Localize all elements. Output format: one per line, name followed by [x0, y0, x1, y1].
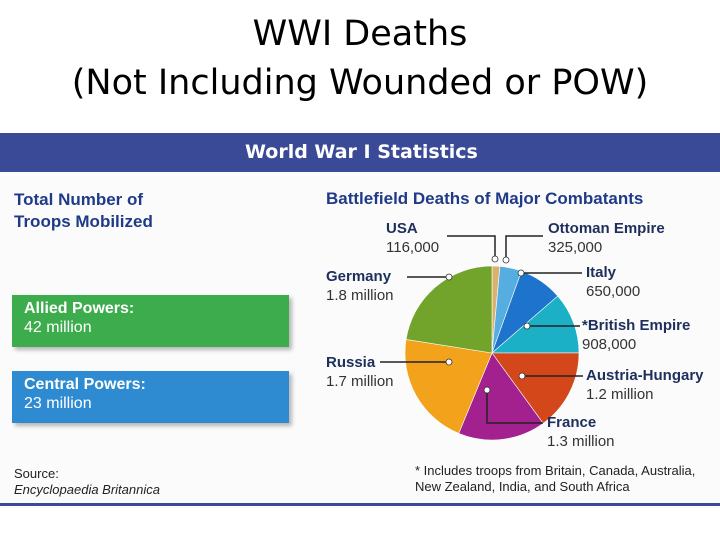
- slice-label-usa: USA: [386, 220, 418, 237]
- allied-powers-value: 42 million: [24, 319, 92, 336]
- source-label: Source:: [14, 466, 59, 481]
- pie-slice-austria-hungary: [491, 352, 580, 424]
- footnote-line1: * Includes troops from Britain, Canada, …: [415, 463, 696, 478]
- allied-powers-label: Allied Powers:: [24, 300, 135, 317]
- footnote: * Includes troops from Britain, Canada, …: [415, 463, 720, 495]
- statistics-banner: World War I Statistics: [0, 133, 720, 172]
- pie-slice-russia: [404, 339, 493, 434]
- pie-slice-france: [458, 352, 544, 441]
- slice-label-austria-hungary: Austria-Hungary: [586, 367, 704, 384]
- slice-value-usa: 116,000: [386, 239, 439, 256]
- slice-label-british-empire: *British Empire: [582, 317, 690, 334]
- slide-title-line2: (Not Including Wounded or POW): [71, 63, 649, 103]
- leader-line-france: [486, 390, 543, 424]
- slice-value-italy: 650,000: [586, 283, 640, 300]
- leader-dot-russia: [445, 358, 453, 366]
- slice-value-russia: 1.7 million: [326, 373, 394, 390]
- central-powers-box: Central Powers: 23 million: [12, 371, 289, 423]
- statistics-panel: World War I Statistics Total Number of T…: [0, 133, 720, 508]
- chart-title: Battlefield Deaths of Major Combatants: [326, 189, 644, 208]
- slide-title: WWI Deaths (Not Including Wounded or POW…: [0, 10, 720, 108]
- leader-dot-italy: [517, 269, 525, 277]
- slice-label-russia: Russia: [326, 354, 376, 371]
- leader-dot-austria-hungary: [518, 372, 526, 380]
- leader-dot-usa: [491, 255, 499, 263]
- leader-line-usa: [447, 235, 496, 259]
- allied-powers-box: Allied Powers: 42 million: [12, 295, 289, 347]
- slice-value-france: 1.3 million: [547, 433, 615, 450]
- pie-slice-germany: [405, 265, 493, 354]
- bottom-rule: [0, 503, 720, 506]
- slice-label-germany: Germany: [326, 268, 392, 285]
- troops-heading-line2: Troops Mobilized: [14, 212, 153, 231]
- slice-value-ottoman-empire: 325,000: [548, 239, 602, 256]
- deaths-pie-chart: USA 116,000 Ottoman Empire 325,000 Italy 650,…: [326, 220, 704, 450]
- troops-heading: Total Number of Troops Mobilized: [14, 189, 153, 233]
- leader-dot-france: [483, 386, 491, 394]
- source-note: Source: Encyclopaedia Britannica: [14, 466, 160, 498]
- slide-title-line1: WWI Deaths: [252, 14, 468, 54]
- slice-label-italy: Italy: [586, 264, 617, 281]
- leader-dot-british-empire: [523, 322, 531, 330]
- central-powers-value: 23 million: [24, 395, 92, 412]
- banner-title: World War I Statistics: [245, 141, 478, 163]
- leader-line-ottoman-empire: [505, 235, 543, 260]
- source-book: Encyclopaedia Britannica: [14, 482, 160, 497]
- central-powers-label: Central Powers:: [24, 376, 146, 393]
- slice-label-france: France: [547, 414, 596, 431]
- troops-heading-line1: Total Number of: [14, 190, 144, 209]
- leader-dot-ottoman-empire: [502, 256, 510, 264]
- slice-value-germany: 1.8 million: [326, 287, 394, 304]
- slice-value-british-empire: 908,000: [582, 336, 636, 353]
- slice-label-ottoman-empire: Ottoman Empire: [548, 220, 665, 237]
- slice-value-austria-hungary: 1.2 million: [586, 386, 654, 403]
- footnote-line2: New Zealand, India, and South Africa: [415, 479, 630, 494]
- leader-dot-germany: [445, 273, 453, 281]
